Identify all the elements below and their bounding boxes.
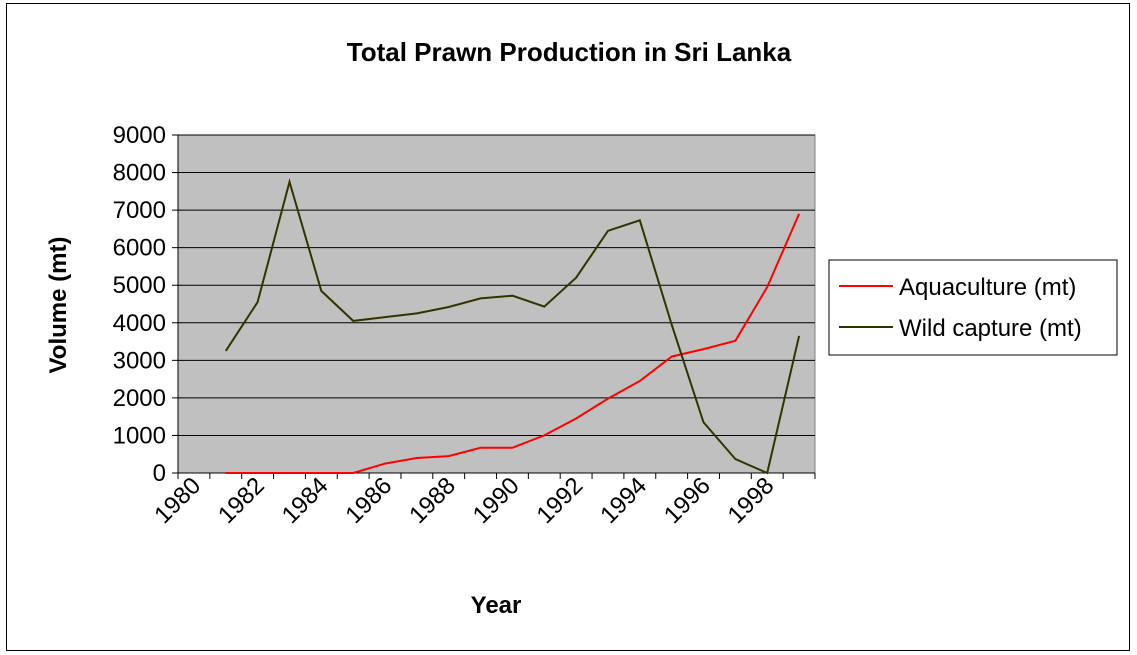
x-tick-label: 1984: [277, 472, 334, 529]
x-tick-label: 1990: [468, 472, 525, 529]
y-tick-label: 5000: [113, 272, 166, 299]
legend-label: Wild capture (mt): [899, 315, 1082, 342]
y-tick-label: 7000: [113, 197, 166, 224]
legend-label: Aquaculture (mt): [899, 274, 1076, 301]
x-tick-label: 1982: [213, 472, 270, 529]
y-tick-label: 0: [153, 460, 166, 487]
legend-box: [828, 259, 1118, 356]
series-line-aquaculture: [225, 213, 801, 474]
x-tick-label: 1996: [659, 472, 716, 529]
y-tick-label: 2000: [113, 385, 166, 412]
y-tick-label: 9000: [113, 122, 166, 149]
x-tick-label: 1994: [595, 472, 652, 529]
y-tick-label: 3000: [113, 347, 166, 374]
y-tick-label: 1000: [113, 422, 166, 449]
y-tick-label: 4000: [113, 310, 166, 337]
chart-title: Total Prawn Production in Sri Lanka: [347, 37, 792, 67]
x-axis-title: Year: [471, 592, 522, 619]
series-line-wild-capture: [224, 178, 801, 475]
y-axis-title: Volume (mt): [45, 237, 72, 374]
plot-area: 0 1000 2000 3000 4000 5000 6000 7000 8000 9000 198…: [113, 122, 816, 529]
y-tick-label: 8000: [113, 160, 166, 187]
x-tick-label: 1998: [723, 472, 780, 529]
y-tick-label: 6000: [113, 235, 166, 262]
x-tick-label: 1988: [404, 472, 461, 529]
x-tick-label: 1992: [532, 472, 589, 529]
x-tick-label: 1986: [340, 472, 397, 529]
legend: Aquaculture (mt) Wild capture (mt): [828, 259, 1118, 356]
plot-background: [177, 134, 816, 474]
